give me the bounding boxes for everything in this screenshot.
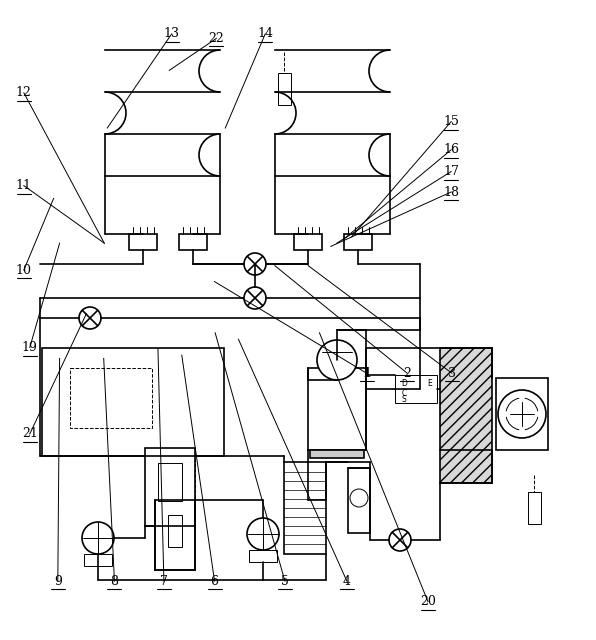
- Text: 17: 17: [443, 165, 459, 178]
- Bar: [528, 492, 541, 524]
- Circle shape: [244, 287, 266, 309]
- Text: 19: 19: [22, 341, 38, 354]
- Bar: [129, 234, 157, 250]
- Bar: [84, 554, 112, 566]
- Text: 5: 5: [281, 575, 289, 588]
- Text: 14: 14: [257, 28, 273, 40]
- Text: 4: 4: [343, 575, 351, 588]
- Bar: [155, 500, 195, 570]
- Text: 9: 9: [54, 575, 62, 588]
- Text: 22: 22: [209, 32, 224, 45]
- Text: 15: 15: [443, 115, 459, 128]
- Bar: [145, 448, 195, 526]
- Text: 18: 18: [443, 186, 459, 198]
- Bar: [278, 73, 291, 105]
- Bar: [168, 515, 182, 547]
- Text: 6: 6: [210, 575, 219, 588]
- Text: 10: 10: [16, 264, 32, 276]
- Bar: [348, 468, 370, 533]
- Bar: [344, 234, 372, 250]
- Bar: [249, 550, 277, 562]
- Text: 7: 7: [160, 575, 168, 588]
- Circle shape: [82, 522, 114, 554]
- Text: 16: 16: [443, 143, 459, 156]
- Bar: [179, 234, 207, 250]
- Bar: [308, 368, 366, 450]
- Bar: [440, 348, 492, 483]
- Bar: [158, 463, 182, 501]
- Text: 3: 3: [448, 367, 456, 380]
- Circle shape: [389, 529, 411, 551]
- Text: 20: 20: [420, 595, 436, 608]
- Bar: [70, 368, 152, 428]
- Bar: [284, 462, 326, 554]
- Text: 21: 21: [22, 428, 38, 440]
- Circle shape: [79, 307, 101, 329]
- Text: 8: 8: [110, 575, 119, 588]
- Text: C: C: [401, 388, 406, 397]
- Text: 1: 1: [362, 367, 371, 380]
- Bar: [395, 375, 437, 403]
- Circle shape: [317, 340, 357, 380]
- Circle shape: [247, 518, 279, 550]
- Bar: [496, 378, 548, 450]
- Text: 13: 13: [164, 28, 179, 40]
- Bar: [294, 234, 322, 250]
- Text: D: D: [401, 378, 407, 387]
- Text: 11: 11: [16, 179, 32, 192]
- Bar: [310, 450, 364, 458]
- Text: S: S: [402, 396, 406, 404]
- Text: 12: 12: [16, 86, 32, 99]
- Circle shape: [244, 253, 266, 275]
- Text: 2: 2: [403, 367, 411, 380]
- Text: E: E: [427, 378, 432, 387]
- Bar: [42, 348, 224, 456]
